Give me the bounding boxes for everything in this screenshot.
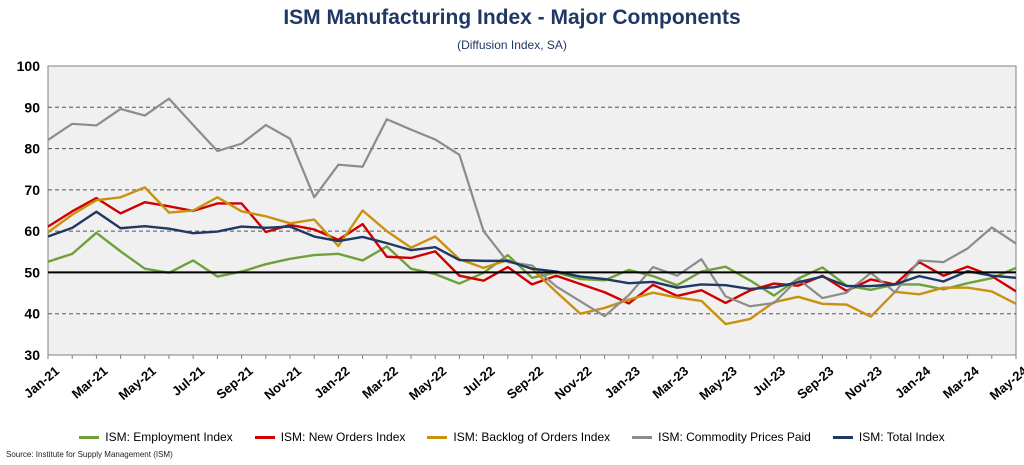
x-tick-label: Sep-21 — [213, 363, 255, 402]
legend-swatch — [632, 435, 653, 439]
x-tick-label: May-24 — [987, 363, 1024, 403]
legend-swatch — [427, 435, 448, 439]
x-tick-label: May-22 — [406, 363, 449, 403]
legend-label: ISM: Employment Index — [105, 430, 233, 444]
plot-area — [47, 65, 1017, 356]
x-tick-label: May-21 — [115, 363, 158, 403]
legend-label: ISM: New Orders Index — [280, 430, 406, 444]
x-tick-label: Jul-22 — [459, 363, 497, 399]
x-tick-label: Sep-22 — [504, 363, 546, 402]
x-tick-label: Nov-21 — [261, 363, 304, 402]
y-tick-label: 90 — [24, 99, 40, 115]
y-tick-label: 30 — [24, 347, 40, 363]
legend-item: ISM: New Orders Index — [254, 430, 406, 444]
legend-swatch — [832, 435, 853, 439]
legend-swatch — [79, 435, 100, 439]
x-tick-label: Nov-23 — [842, 363, 885, 402]
chart-subtitle: (Diffusion Index, SA) — [457, 38, 567, 52]
legend-label: ISM: Backlog of Orders Index — [453, 430, 611, 444]
y-tick-label: 80 — [24, 141, 40, 157]
y-tick-label: 100 — [17, 58, 41, 74]
x-tick-label: Mar-24 — [940, 363, 982, 402]
x-tick-label: May-23 — [696, 363, 739, 403]
x-tick-label: Sep-23 — [794, 363, 836, 402]
x-tick-label: Mar-22 — [359, 363, 401, 401]
x-tick-label: Nov-22 — [552, 363, 595, 402]
source-note: Source: Institute for Supply Management … — [6, 450, 173, 459]
x-tick-label: Jan-22 — [311, 363, 352, 401]
legend-label: ISM: Total Index — [858, 430, 945, 444]
chart-legend: ISM: Employment Index ISM: New Orders Ind… — [0, 430, 1024, 444]
legend-label: ISM: Commodity Prices Paid — [658, 430, 811, 444]
series-line-4 — [47, 210, 1017, 291]
y-tick-label: 40 — [24, 306, 40, 322]
legend-item: ISM: Employment Index — [79, 430, 233, 444]
x-tick-label: Jul-23 — [750, 363, 788, 399]
legend-item: ISM: Total Index — [832, 430, 945, 444]
legend-item: ISM: Backlog of Orders Index — [427, 430, 610, 444]
y-tick-label: 60 — [24, 223, 40, 239]
y-tick-label: 70 — [24, 182, 40, 198]
x-tick-label: Jan-21 — [21, 363, 62, 401]
legend-item: ISM: Commodity Prices Paid — [632, 430, 811, 444]
x-tick-label: Mar-23 — [650, 363, 692, 401]
x-tick-label: Jul-21 — [169, 363, 207, 399]
legend-swatch — [254, 435, 275, 439]
x-tick-label: Jan-23 — [602, 363, 643, 401]
x-tick-label: Jan-24 — [892, 363, 934, 401]
chart-title: ISM Manufacturing Index - Major Componen… — [283, 6, 741, 29]
x-tick-label: Mar-21 — [69, 363, 111, 401]
y-tick-label: 50 — [24, 264, 40, 280]
